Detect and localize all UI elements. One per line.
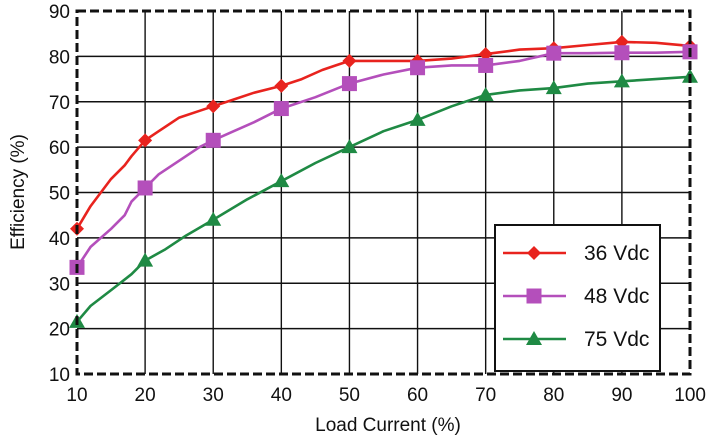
x-tick-label: 90 <box>611 385 632 406</box>
data-point <box>273 101 289 117</box>
data-point <box>545 80 562 95</box>
data-point <box>274 78 289 93</box>
legend-label: 75 Vdc <box>584 328 649 351</box>
y-tick-label: 30 <box>49 274 70 295</box>
data-point <box>205 132 221 148</box>
x-tick-label: 50 <box>339 385 360 406</box>
x-tick-label: 60 <box>407 385 428 406</box>
data-point <box>613 73 630 88</box>
series-0 <box>70 34 697 236</box>
x-tick-label: 80 <box>543 385 564 406</box>
y-tick-label: 70 <box>49 93 70 114</box>
data-point <box>341 76 357 92</box>
legend-entry: 75 Vdc <box>503 328 649 351</box>
data-point <box>206 99 221 114</box>
legend-label: 36 Vdc <box>584 242 649 265</box>
legend-box <box>494 224 661 372</box>
data-point <box>614 45 630 61</box>
legend-marker <box>526 288 542 304</box>
data-point <box>273 173 290 188</box>
plot-frame <box>75 9 692 376</box>
series-1 <box>69 44 698 275</box>
data-point <box>409 111 426 126</box>
data-point <box>478 57 494 73</box>
series-line <box>76 75 691 323</box>
tick-labels: 10 20 30 40 50 60 70 80 90 10 20 30 40 50 60 70 80 90 100 <box>49 2 706 406</box>
data-point <box>341 139 358 154</box>
series-line <box>75 40 691 230</box>
y-tick-label: 90 <box>49 2 70 23</box>
y-tick-label: 50 <box>49 184 70 205</box>
x-axis-title: Load Current (%) <box>315 415 461 436</box>
data-point <box>342 53 357 68</box>
y-tick-label: 20 <box>49 320 70 341</box>
legend-entry: 36 Vdc <box>503 242 649 265</box>
data-point <box>546 45 562 61</box>
y-tick-label: 60 <box>49 138 70 159</box>
x-tick-label: 10 <box>66 385 87 406</box>
series-layer <box>69 34 698 328</box>
data-point <box>137 252 154 267</box>
data-point <box>477 86 494 101</box>
data-point <box>205 211 222 226</box>
legend-entry: 48 Vdc <box>503 285 649 308</box>
legend-marker <box>526 331 542 345</box>
legend-label: 48 Vdc <box>584 285 649 308</box>
y-tick-label: 40 <box>49 229 70 250</box>
x-tick-label: 70 <box>475 385 496 406</box>
x-tick-label: 20 <box>135 385 156 406</box>
data-point <box>410 60 426 76</box>
x-tick-label: 30 <box>203 385 224 406</box>
x-tick-label: 40 <box>271 385 292 406</box>
data-point <box>478 47 493 62</box>
legend: 36 Vdc 48 Vdc 75 Vdc <box>494 224 661 372</box>
data-point <box>137 180 153 196</box>
legend-marker <box>527 246 541 260</box>
y-tick-label: 10 <box>49 365 70 386</box>
x-tick-label: 100 <box>674 385 706 406</box>
y-axis-title: Efficiency (%) <box>8 134 29 250</box>
y-tick-label: 80 <box>49 47 70 68</box>
data-point <box>138 133 153 148</box>
